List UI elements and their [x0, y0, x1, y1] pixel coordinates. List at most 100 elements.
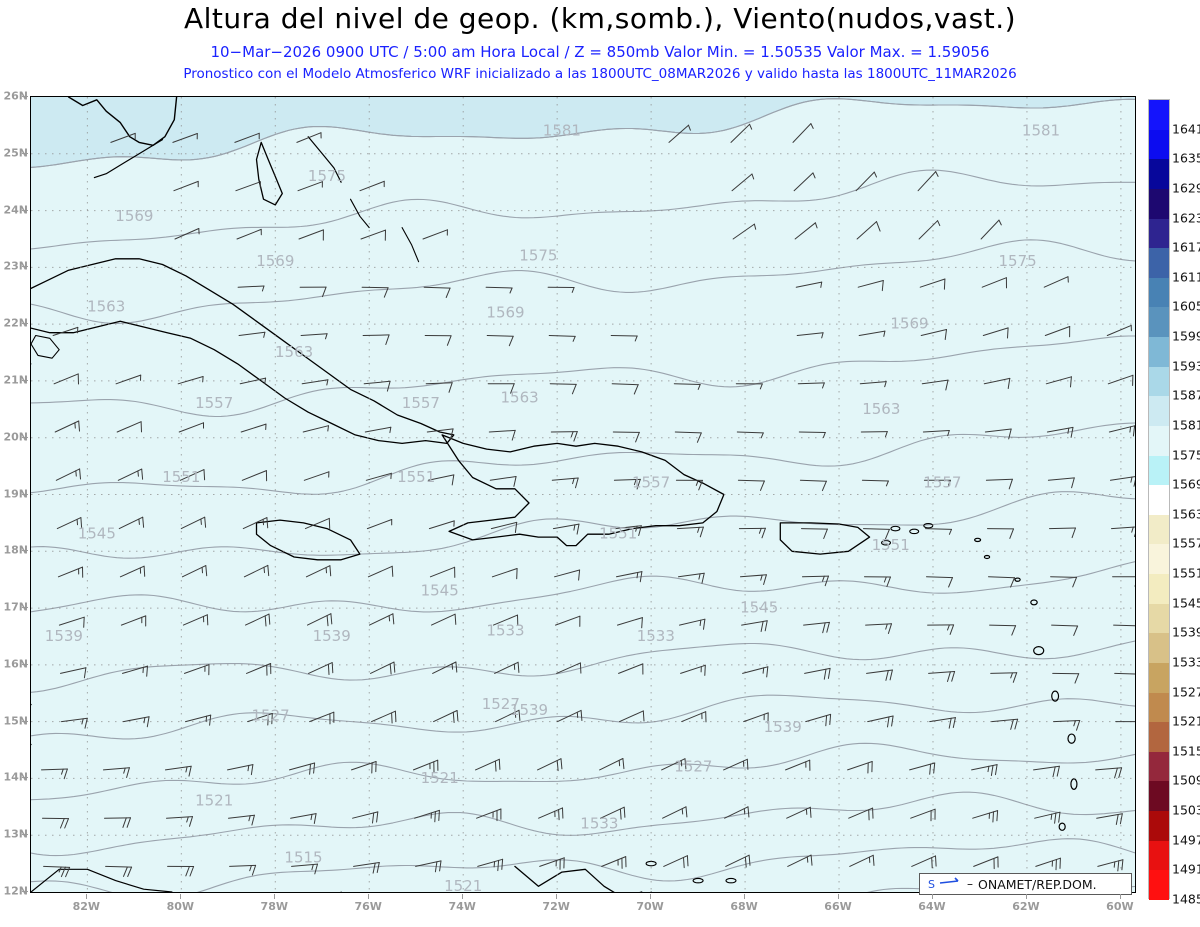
lat-tick-mark	[22, 891, 28, 892]
lon-tick-mark	[86, 894, 88, 899]
colorbar-tick-label: 1485	[1172, 891, 1200, 907]
colorbar-band	[1149, 544, 1169, 574]
contour-label: 1521	[195, 792, 233, 810]
contour-label: 1563	[87, 298, 125, 316]
colorbar-band	[1149, 307, 1169, 337]
wind-barb-icon: S	[928, 877, 959, 891]
lon-tick-label: 72W	[542, 900, 570, 913]
header: Altura del nivel de geop. (km,somb.), Vi…	[0, 0, 1200, 94]
colorbar-tick-label: 1491	[1172, 861, 1200, 877]
colorbar-tick-label: 1599	[1172, 328, 1200, 344]
lon-tick-mark	[274, 894, 276, 899]
lon-tick-mark	[744, 894, 746, 899]
colorbar-tick-label: 1551	[1172, 565, 1200, 581]
colorbar-band	[1149, 485, 1169, 515]
contour-label: 1515	[284, 848, 322, 866]
colorbar-band	[1149, 248, 1169, 278]
lon-tick-mark	[1119, 894, 1121, 899]
lat-tick-label: 14N	[3, 770, 28, 784]
subtitle-line-2: Pronostico con el Modelo Atmosferico WRF…	[183, 66, 1017, 82]
lon-tick-label: 78W	[260, 900, 288, 913]
lat-tick-label: 24N	[3, 203, 28, 217]
lat-tick-mark	[22, 379, 28, 381]
colorbar-tick-label: 1569	[1172, 476, 1200, 492]
colorbar-band	[1149, 633, 1169, 663]
colorbar-tick-label: 1611	[1172, 269, 1200, 285]
contour-label: 1569	[256, 252, 294, 270]
lon-tick-label: 60W	[1106, 900, 1134, 913]
contour-label: 1551	[397, 468, 435, 486]
credit-box: S – ONAMET/REP.DOM.	[919, 873, 1132, 895]
colorbar-tick-label: 1635	[1172, 150, 1200, 166]
colorbar-band	[1149, 455, 1169, 486]
colorbar-band	[1149, 337, 1169, 367]
colorbar-band	[1149, 188, 1169, 219]
lat-tick-mark	[22, 607, 28, 609]
subtitle-line-1: 10−Mar−2026 0900 UTC / 5:00 am Hora Loca…	[210, 43, 990, 61]
colorbar-band	[1149, 396, 1169, 426]
contour-label: 1539	[510, 701, 548, 719]
contour-label: 1545	[740, 599, 778, 617]
colorbar-band	[1149, 722, 1169, 752]
colorbar-band	[1149, 100, 1169, 130]
colorbar-tick-label: 1533	[1172, 654, 1200, 670]
colorbar-band	[1149, 218, 1169, 249]
contour-label: 1545	[78, 525, 116, 543]
contour-label: 1575	[308, 167, 346, 185]
contour-label: 1521	[421, 769, 459, 787]
credit-label: ONAMET/REP.DOM.	[978, 876, 1097, 892]
colorbar-band	[1149, 692, 1169, 723]
lat-tick-label: 23N	[3, 259, 28, 273]
lon-tick-mark	[650, 894, 652, 899]
colorbar-band	[1149, 366, 1169, 397]
lon-tick-mark	[180, 894, 182, 899]
contour-label-layer: 1569 1575 1581 1581 1569 1575 1575 1563 1569 1569…	[45, 122, 1060, 892]
lat-tick-mark	[22, 209, 28, 211]
colorbar-labels: 1641 1635 1629 1623 1617 1611 1605 1599 1593 1587…	[1172, 99, 1200, 906]
lon-tick-label: 66W	[824, 900, 852, 913]
colorbar-tick-label: 1605	[1172, 298, 1200, 314]
lat-tick-label: 26N	[3, 89, 28, 103]
lon-tick-label: 80W	[166, 900, 195, 913]
colorbar-tick-label: 1509	[1172, 772, 1200, 788]
lat-tick-label: 19N	[3, 487, 28, 500]
coastline-layer	[31, 97, 1078, 892]
svg-text:S: S	[928, 878, 935, 891]
contour-label: 1569	[115, 207, 153, 225]
colorbar-tick-label: 1557	[1172, 535, 1200, 551]
lat-tick-mark	[22, 96, 28, 97]
contour-label: 1539	[313, 627, 351, 645]
contour-label: 1557	[195, 394, 233, 412]
credit-dash: –	[967, 877, 973, 891]
contour-label: 1581	[1022, 122, 1060, 140]
contour-label: 1527	[252, 707, 290, 725]
contour-label: 1581	[543, 122, 581, 140]
wind-barb-layer	[41, 123, 1135, 878]
contour-label: 1551	[872, 536, 910, 554]
contour-label: 1521	[444, 877, 482, 892]
contour-label: 1533	[580, 814, 618, 832]
lat-tick-label: 15N	[3, 714, 28, 728]
colorbar-band	[1149, 751, 1169, 782]
contour-label: 1575	[519, 247, 557, 265]
contour-lines-layer	[31, 98, 1135, 892]
contour-label: 1569	[486, 303, 524, 321]
lat-tick-mark	[22, 493, 28, 495]
contour-label: 1533	[486, 621, 524, 639]
contour-label: 1545	[421, 582, 459, 600]
contour-label: 1557	[632, 474, 670, 492]
colorbar-band	[1149, 574, 1169, 604]
lon-tick-label: 76W	[354, 900, 382, 913]
contour-label: 1563	[862, 400, 900, 418]
colorbar-tick-label: 1503	[1172, 802, 1200, 818]
map-plot-area[interactable]: 1569 1575 1581 1581 1569 1575 1575 1563 1569 1569…	[30, 96, 1136, 893]
lon-tick-mark	[931, 894, 933, 899]
lat-tick-mark	[22, 777, 28, 779]
colorbar-band	[1149, 277, 1169, 308]
contour-label: 1563	[501, 389, 539, 407]
shading-layer	[31, 97, 1135, 892]
lon-tick-label: 74W	[448, 900, 476, 913]
colorbar-tick-label: 1623	[1172, 210, 1200, 226]
lat-tick-label: 12N	[3, 884, 28, 898]
contour-label: 1569	[890, 315, 928, 333]
